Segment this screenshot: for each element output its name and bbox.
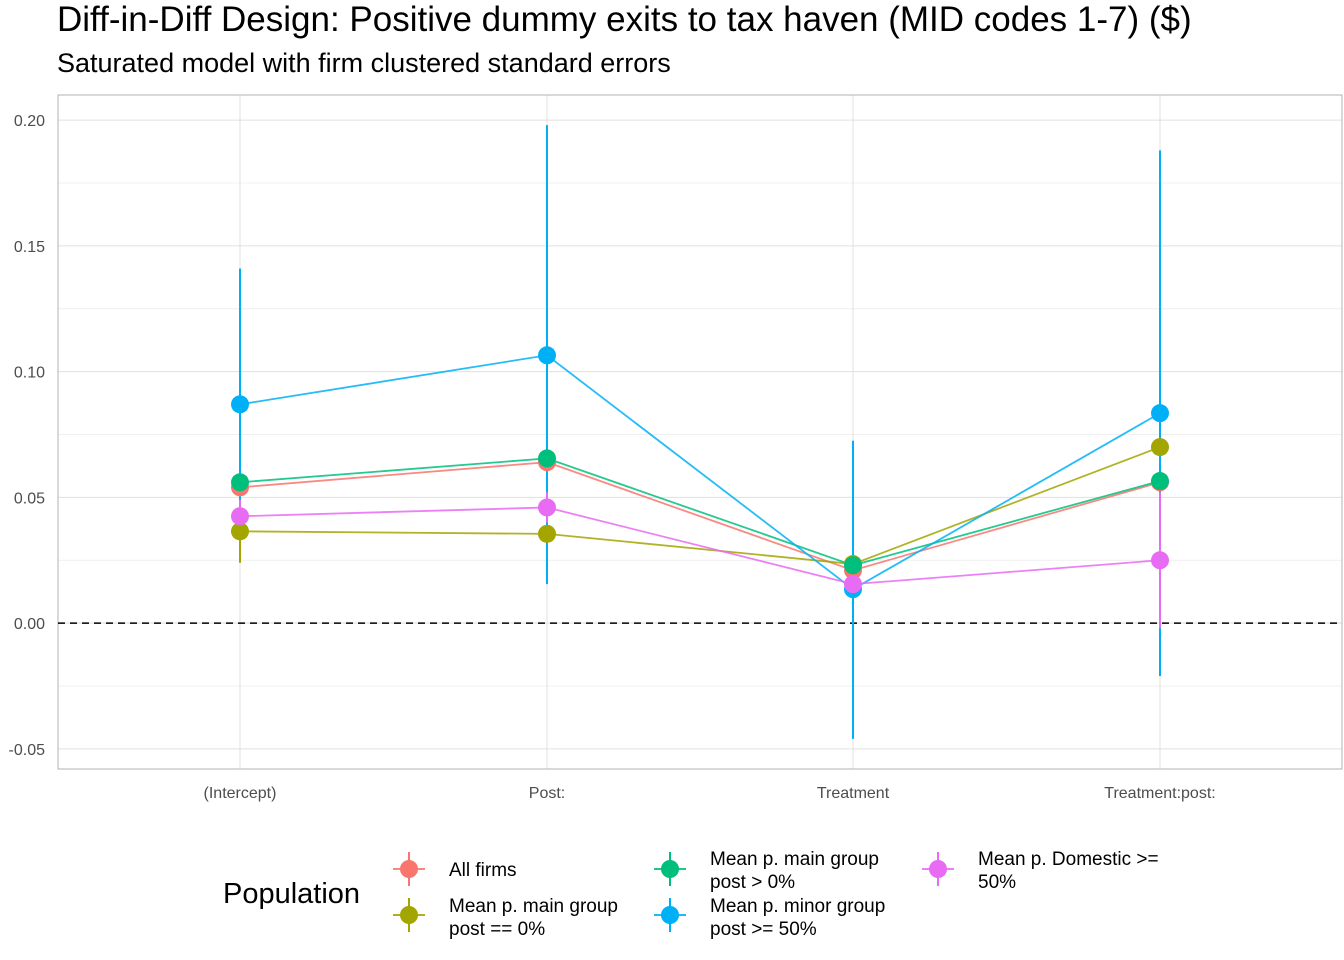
- chart-title: Diff-in-Diff Design: Positive dummy exit…: [57, 0, 1192, 39]
- legend-label: All firms: [449, 860, 517, 881]
- data-point: [1151, 472, 1169, 491]
- legend-label: post == 0%: [449, 919, 545, 940]
- chart-subtitle: Saturated model with firm clustered stan…: [57, 48, 671, 78]
- series-line: [239, 354, 1161, 591]
- legend-item: All firms: [393, 852, 517, 886]
- y-tick-label: 0.10: [14, 365, 45, 382]
- y-tick-label: 0.00: [14, 616, 45, 633]
- error-bars: [239, 125, 1161, 739]
- grid-lines: [58, 95, 1342, 769]
- legend-key-point: [661, 906, 679, 924]
- axes: -0.05 0.00 0.05 0.10 0.15 0.20 (Intercept) Post…: [9, 94, 1343, 802]
- legend-label: Mean p. main group: [449, 896, 618, 917]
- series-line: [239, 446, 1161, 565]
- data-point: [1151, 438, 1169, 457]
- data-point: [1151, 551, 1169, 570]
- series-lines: [239, 354, 1161, 591]
- panel-border: [57, 94, 1343, 770]
- data-point: [231, 522, 249, 541]
- data-point: [538, 498, 556, 517]
- x-tick-label: Treatment:post:: [1104, 785, 1215, 802]
- series-line: [239, 506, 1161, 586]
- data-point: [844, 575, 862, 594]
- y-tick-label: 0.05: [14, 490, 45, 507]
- data-point: [538, 524, 556, 543]
- series-line: [239, 457, 1161, 567]
- data-point: [231, 473, 249, 492]
- data-point: [538, 449, 556, 468]
- data-point: [231, 395, 249, 414]
- legend-key-point: [661, 860, 679, 878]
- series-line: [239, 461, 1161, 572]
- data-points: [231, 346, 1169, 599]
- legend-key-point: [929, 860, 947, 878]
- x-tick-label: (Intercept): [204, 785, 277, 802]
- data-point: [844, 556, 862, 575]
- legend-label: Mean p. minor group: [710, 896, 885, 917]
- data-point: [231, 507, 249, 526]
- legend-label: post >= 50%: [710, 919, 817, 940]
- legend-item: Mean p. Domestic >=50%: [922, 849, 1159, 893]
- y-tick-label: -0.05: [9, 742, 46, 759]
- legend-label: Mean p. main group: [710, 849, 879, 870]
- legend-key-point: [400, 860, 418, 878]
- data-point: [1151, 404, 1169, 423]
- legend-label: 50%: [978, 872, 1016, 893]
- y-tick-label: 0.20: [14, 113, 45, 130]
- x-tick-label: Treatment: [817, 785, 890, 802]
- legend-key-point: [400, 906, 418, 924]
- x-tick-label: Post:: [529, 785, 565, 802]
- data-point: [538, 346, 556, 365]
- legend-label: Mean p. Domestic >=: [978, 849, 1159, 870]
- y-tick-label: 0.15: [14, 239, 45, 256]
- legend-label: post > 0%: [710, 872, 795, 893]
- legend-title: Population: [223, 878, 360, 910]
